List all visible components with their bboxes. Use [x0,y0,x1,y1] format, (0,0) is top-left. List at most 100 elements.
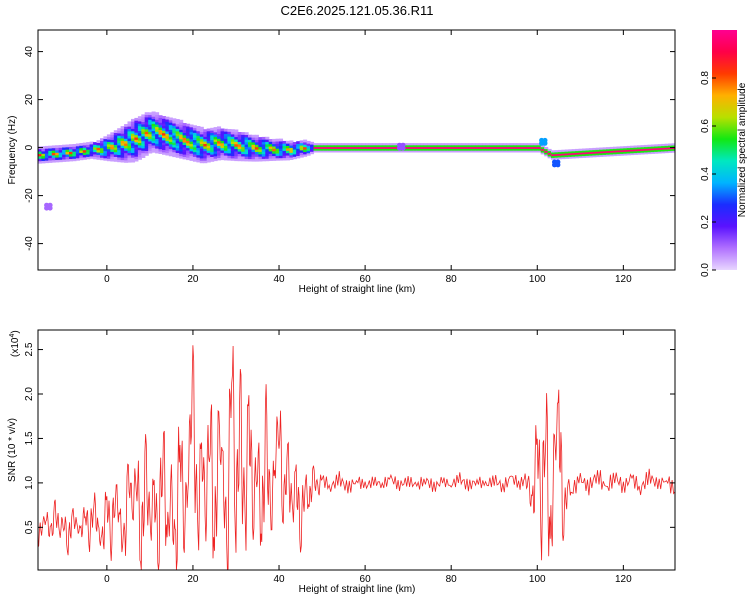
heatmap-cell [640,148,645,151]
heatmap-cell [75,145,80,149]
heatmap-cell [117,152,122,155]
heatmap-cell [162,152,167,155]
heatmap-cell [489,148,494,151]
snr-xlabel: Height of straight line (km) [299,584,416,595]
heatmap-cell [162,123,167,126]
heatmap-cell [292,154,297,157]
heatmap-cell [389,148,394,151]
heatmap-cell [179,155,184,159]
heatmap-cell [516,143,521,146]
heatmap-cell [485,150,490,153]
heatmap-cell [268,139,273,142]
heatmap-cell [261,156,266,159]
heatmap-cell [113,130,118,133]
heatmap-cell [254,142,259,145]
heatmap-cell [303,154,308,157]
heatmap-cell [595,147,600,150]
heatmap-cell [575,152,580,155]
heatmap-cell [223,140,228,144]
heatmap-cell [292,151,297,155]
heatmap-cell [502,144,507,148]
heatmap-cell [671,143,675,146]
heatmap-cell [613,148,618,151]
heatmap-cell [148,145,153,149]
heatmap-cell [165,135,170,139]
heatmap-cell [213,153,218,157]
heatmap-cell [189,134,194,137]
heatmap-cell [141,155,146,158]
heatmap-cell [41,151,46,154]
heatmap-cell [392,148,397,151]
heatmap-cell [189,146,194,149]
spectral-heatmap [38,111,679,211]
heatmap-cell [244,141,249,145]
heatmap-cell [213,139,218,142]
heatmap-cell [206,159,211,163]
heatmap-cell [75,148,80,152]
heatmap-cell [124,138,129,142]
heatmap-cell [192,139,197,143]
heatmap-cell [613,150,618,153]
heatmap-cell [248,139,253,143]
heatmap-cell [58,145,63,148]
heatmap-cell [623,146,628,149]
heatmap-cell [203,143,208,147]
heatmap-cell [261,141,266,145]
heatmap-cell [141,128,146,132]
heatmap-cell [175,152,180,156]
heatmap-cell [282,143,287,147]
heatmap-cell [117,133,122,136]
heatmap-cell [199,141,204,144]
heatmap-cell [303,146,308,150]
heatmap-cell [89,141,94,145]
heatmap-cell [223,131,228,134]
heatmap-cell [158,132,163,135]
heatmap-cell [72,151,77,154]
heatmap-cell [544,150,549,153]
heatmap-cell [127,123,132,127]
heatmap-cell [248,151,253,155]
heatmap-cell [210,156,215,160]
heatmap-cell [458,150,463,153]
heatmap-cell [265,158,270,162]
heatmap-cell [168,122,173,126]
heatmap-cell [657,144,662,147]
heatmap-cell [241,151,246,155]
heatmap-cell [186,128,191,132]
heatmap-cell [289,142,294,146]
heatmap-cell [241,153,246,157]
heatmap-cell [155,119,160,123]
heatmap-cell [131,135,136,139]
heatmap-cell [165,140,170,144]
heatmap-cell [471,144,476,148]
heatmap-cell [158,146,163,150]
heatmap-cell [382,148,387,151]
heatmap-cell [341,146,346,149]
heatmap-cell [251,142,256,145]
heatmap-cell [41,160,46,164]
heatmap-cell [382,143,387,146]
heatmap-cell [210,159,215,162]
heatmap-cell [186,130,191,134]
heatmap-cell [468,148,473,151]
heatmap-cell [69,149,74,152]
heatmap-cell [158,144,163,147]
heatmap-cell [475,146,480,149]
heatmap-cell [602,149,607,152]
heatmap-cell [168,146,173,150]
heatmap-cell [172,118,177,122]
heatmap-cell [175,150,180,153]
heatmap-cell [310,141,315,145]
heatmap-cell [182,147,187,150]
heatmap-cell [485,144,490,148]
heatmap-cell [592,153,597,156]
heatmap-cell [609,152,614,155]
heatmap-cell [675,150,679,152]
heatmap-cell [134,134,139,138]
heatmap-cell [582,153,587,157]
heatmap-cell [168,129,173,133]
heatmap-cell [458,144,463,148]
heatmap-cell [220,152,225,156]
heatmap-cell [120,135,125,139]
heatmap-cell [316,144,321,148]
